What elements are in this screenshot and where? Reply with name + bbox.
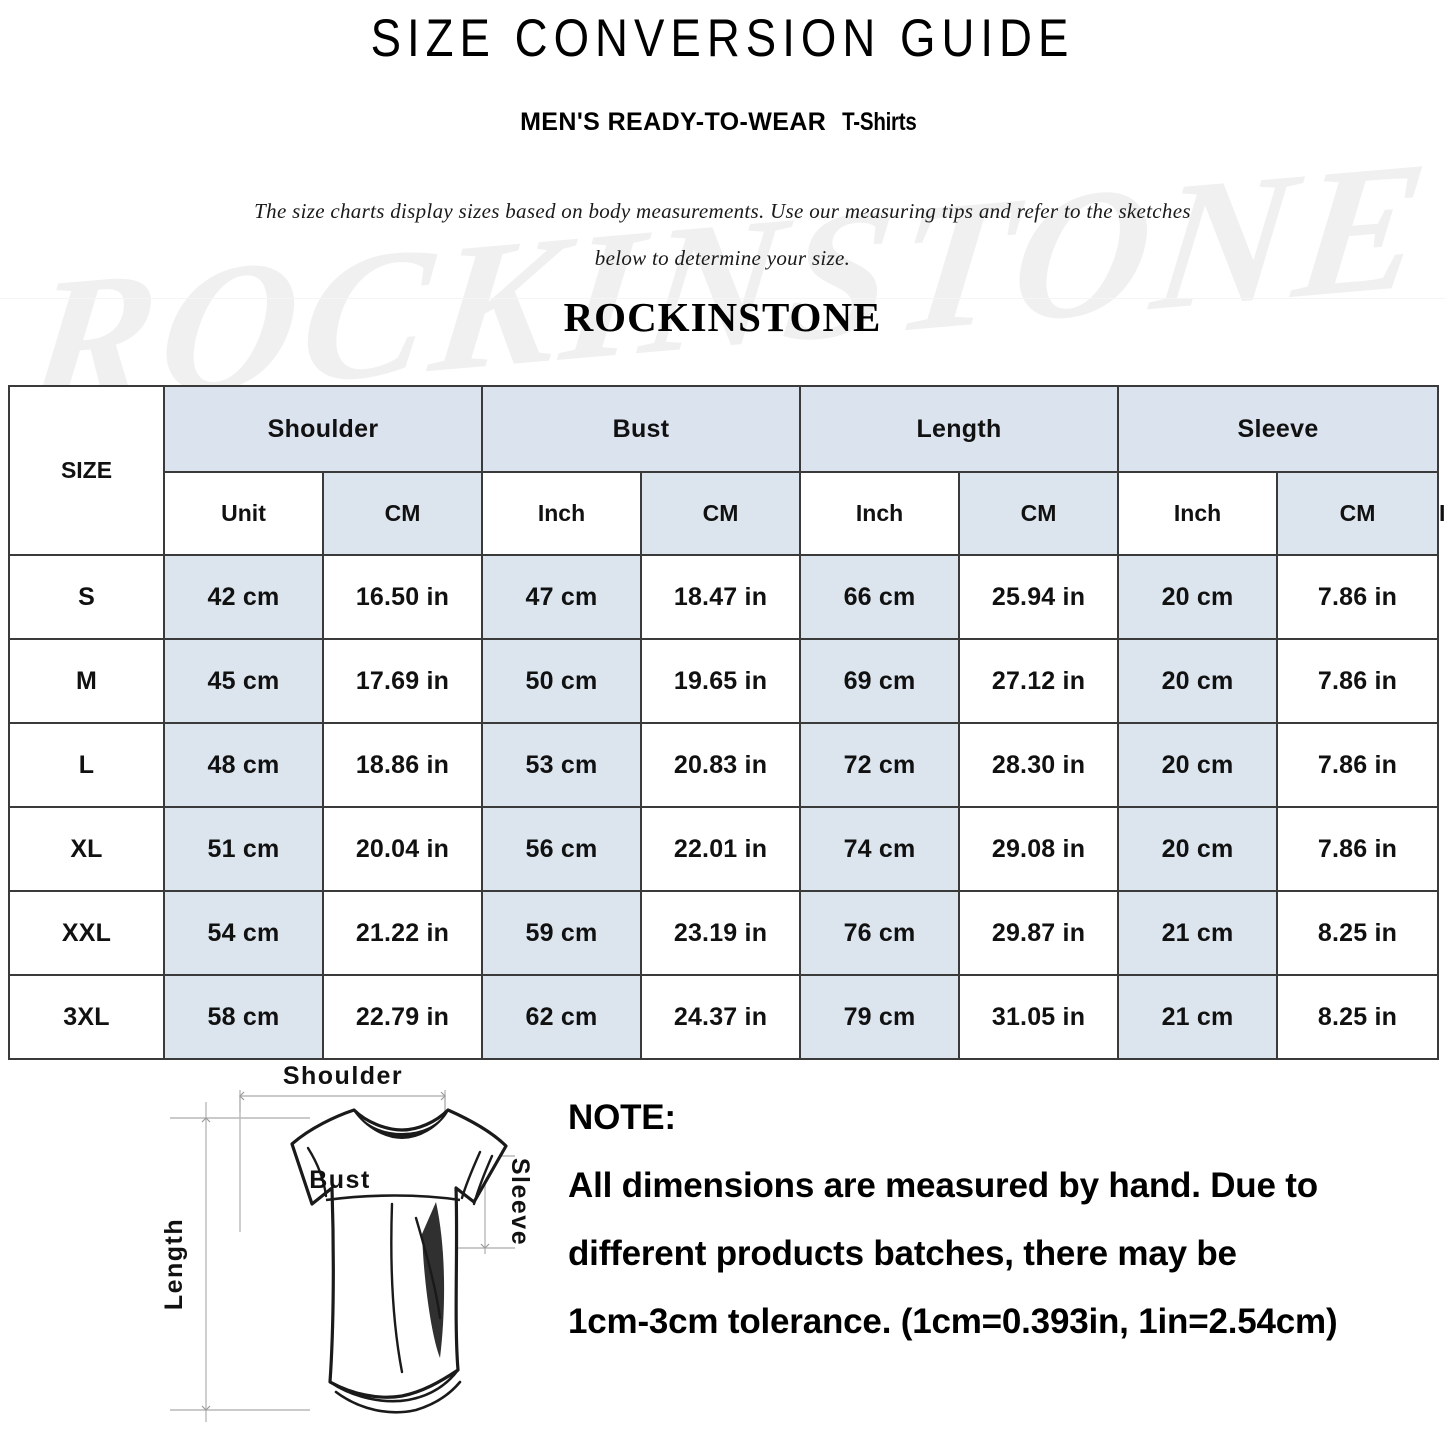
cell-length-cm: 74 cm: [799, 806, 961, 892]
cell-sleeve-cm: 20 cm: [1117, 806, 1279, 892]
cell-length-inch: 29.87 in: [958, 890, 1120, 976]
cell-bust-cm: 56 cm: [481, 806, 642, 892]
cell-sleeve-inch: 7.86 in: [1276, 554, 1440, 640]
intro-line-1: The size charts display sizes based on b…: [254, 199, 1191, 223]
unit-bust-cm: CM: [639, 471, 802, 556]
cell-sleeve-cm: 20 cm: [1117, 722, 1279, 808]
cell-bust-inch: 20.83 in: [639, 722, 802, 808]
cell-bust-cm: 53 cm: [481, 722, 642, 808]
cell-shoulder-inch: 20.04 in: [322, 806, 483, 892]
cell-length-cm: 79 cm: [799, 974, 961, 1060]
cell-bust-inch: 23.19 in: [639, 890, 802, 976]
cell-length-inch: 29.08 in: [958, 806, 1120, 892]
row-size-label: XXL: [8, 890, 165, 976]
intro-line-2: below to determine your size.: [594, 246, 851, 270]
diagram-label-shoulder: Shoulder: [283, 1062, 403, 1090]
table-row: S 42 cm 16.50 in 47 cm 18.47 in 66 cm 25…: [8, 554, 1440, 640]
cell-sleeve-inch: 8.25 in: [1276, 974, 1440, 1060]
row-size-label: L: [8, 722, 165, 808]
cell-bust-cm: 59 cm: [481, 890, 642, 976]
table-row: L 48 cm 18.86 in 53 cm 20.83 in 72 cm 28…: [8, 722, 1440, 808]
diagram-label-bust: Bust: [309, 1166, 371, 1194]
cell-sleeve-cm: 21 cm: [1117, 974, 1279, 1060]
unit-length-cm: CM: [958, 471, 1120, 556]
cell-shoulder-inch: 21.22 in: [322, 890, 483, 976]
cell-shoulder-inch: 17.69 in: [322, 638, 483, 724]
unit-sleeve-cm: CM: [1276, 471, 1440, 556]
cell-sleeve-cm: 20 cm: [1117, 638, 1279, 724]
column-group-bust: Bust: [480, 385, 802, 473]
cell-length-cm: 72 cm: [799, 722, 961, 808]
size-chart-table: SIZE Shoulder Bust Length Sleeve Unit CM…: [8, 385, 1445, 1060]
cell-length-cm: 66 cm: [799, 554, 961, 640]
cell-sleeve-inch: 7.86 in: [1276, 722, 1440, 808]
cell-sleeve-inch: 7.86 in: [1276, 806, 1440, 892]
note-heading: NOTE:: [568, 1098, 676, 1137]
intro-text: The size charts display sizes based on b…: [0, 188, 1445, 282]
cell-shoulder-inch: 16.50 in: [322, 554, 483, 640]
cell-shoulder-cm: 48 cm: [163, 722, 324, 808]
page-title: SIZE CONVERSION GUIDE: [370, 9, 1075, 68]
note-line-2: different products batches, there may be: [568, 1234, 1237, 1273]
diagram-label-length: Length: [160, 1218, 188, 1310]
unit-length-inch: Inch: [1117, 471, 1279, 556]
unit-shoulder-cm: CM: [322, 471, 483, 556]
row-size-label: 3XL: [8, 974, 165, 1060]
row-size-label: S: [8, 554, 165, 640]
column-header-size: SIZE: [8, 385, 165, 556]
column-group-length: Length: [799, 385, 1120, 473]
diagram-label-sleeve: Sleeve: [506, 1158, 534, 1246]
cell-length-cm: 69 cm: [799, 638, 961, 724]
cell-sleeve-cm: 20 cm: [1117, 554, 1279, 640]
cell-shoulder-cm: 45 cm: [163, 638, 324, 724]
unit-bust-inch: Inch: [799, 471, 961, 556]
row-size-label: XL: [8, 806, 165, 892]
table-row: XL 51 cm 20.04 in 56 cm 22.01 in 74 cm 2…: [8, 806, 1440, 892]
cell-length-cm: 76 cm: [799, 890, 961, 976]
cell-bust-cm: 47 cm: [481, 554, 642, 640]
cell-length-inch: 27.12 in: [958, 638, 1120, 724]
tshirt-measurement-diagram: Shoulder Bust Length Sleeve: [140, 1052, 540, 1442]
column-group-shoulder: Shoulder: [163, 385, 483, 473]
table-group-header-row: SIZE Shoulder Bust Length Sleeve: [8, 385, 1440, 556]
cell-shoulder-inch: 18.86 in: [322, 722, 483, 808]
cell-bust-inch: 18.47 in: [639, 554, 802, 640]
column-group-sleeve: Sleeve: [1117, 385, 1440, 473]
table-row: M 45 cm 17.69 in 50 cm 19.65 in 69 cm 27…: [8, 638, 1440, 724]
cell-shoulder-cm: 51 cm: [163, 806, 324, 892]
cell-shoulder-cm: 42 cm: [163, 554, 324, 640]
cell-sleeve-cm: 21 cm: [1117, 890, 1279, 976]
cell-sleeve-inch: 8.25 in: [1276, 890, 1440, 976]
brand-name: ROCKINSTONE: [563, 294, 882, 340]
note-line-3: 1cm-3cm tolerance. (1cm=0.393in, 1in=2.5…: [568, 1302, 1338, 1341]
table-row: 3XL 58 cm 22.79 in 62 cm 24.37 in 79 cm …: [8, 974, 1440, 1060]
cell-bust-cm: 50 cm: [481, 638, 642, 724]
unit-shoulder-inch: Inch: [481, 471, 642, 556]
table-row: XXL 54 cm 21.22 in 59 cm 23.19 in 76 cm …: [8, 890, 1440, 976]
row-size-label: M: [8, 638, 165, 724]
cell-shoulder-cm: 54 cm: [163, 890, 324, 976]
note-block: NOTE: All dimensions are measured by han…: [568, 1084, 1398, 1356]
table-unit-header-row: Unit CM Inch CM Inch CM Inch CM Inch: [9, 471, 1445, 556]
cell-bust-inch: 22.01 in: [639, 806, 802, 892]
cell-bust-inch: 24.37 in: [639, 974, 802, 1060]
note-line-1: All dimensions are measured by hand. Due…: [568, 1166, 1318, 1205]
cell-bust-cm: 62 cm: [481, 974, 642, 1060]
unit-label: Unit: [163, 471, 324, 556]
cell-length-inch: 25.94 in: [958, 554, 1120, 640]
subtitle-product: T-Shirts: [842, 108, 917, 136]
subtitle-category: MEN'S READY-TO-WEAR: [520, 108, 827, 136]
cell-shoulder-inch: 22.79 in: [322, 974, 483, 1060]
cell-shoulder-cm: 58 cm: [163, 974, 324, 1060]
cell-sleeve-inch: 7.86 in: [1276, 638, 1440, 724]
cell-bust-inch: 19.65 in: [639, 638, 802, 724]
cell-length-inch: 28.30 in: [958, 722, 1120, 808]
cell-length-inch: 31.05 in: [958, 974, 1120, 1060]
page-subtitle: MEN'S READY-TO-WEAR T-Shirts: [0, 108, 1445, 137]
